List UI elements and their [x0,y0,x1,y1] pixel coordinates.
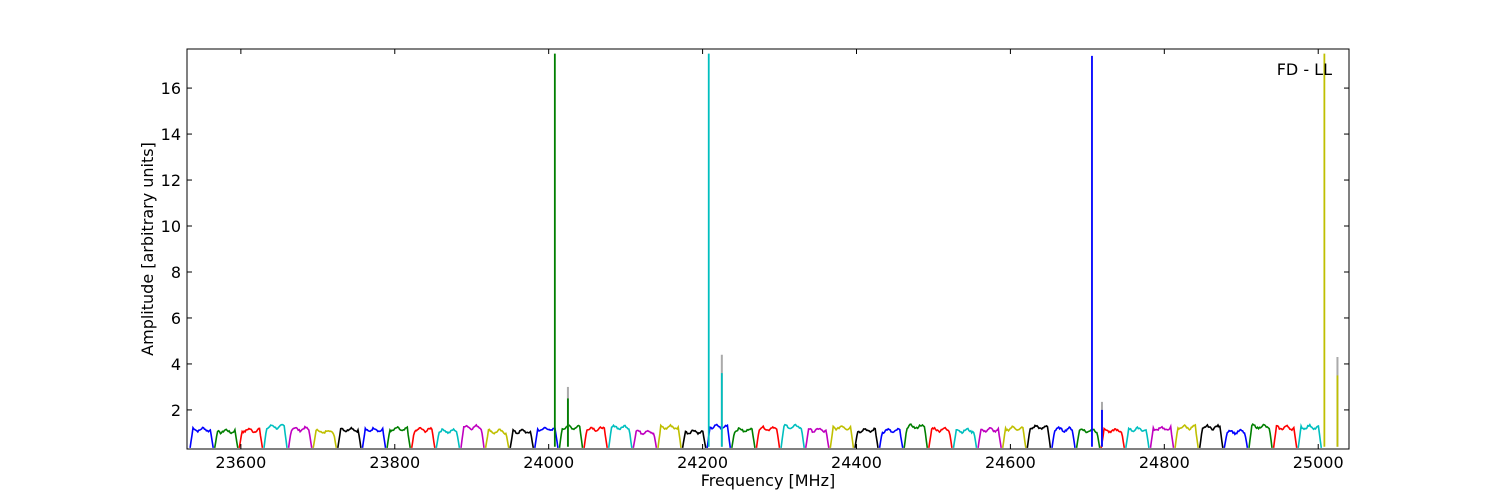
band-line [435,427,461,449]
band-line [1100,426,1126,449]
band-line [213,427,239,449]
spectrum-bands [189,423,1323,449]
band-line [928,426,953,449]
x-axis-label: Frequency [MHz] [701,471,835,490]
spectrum-spikes [553,53,1339,447]
band-line [1174,423,1199,449]
band-line [878,427,904,449]
y-axis-label: Amplitude [arbitrary units] [138,142,157,356]
band-line [731,427,756,449]
x-tick-label: 24000 [523,453,574,472]
x-axis-ticks: 23600 23800 24000 24200 24400 24600 24800 25000 [215,49,1344,472]
band-line [607,423,633,449]
band-line [386,425,411,449]
y-tick-label: 8 [171,263,181,282]
band-line [681,429,707,449]
band-line [238,427,264,449]
band-line [337,426,362,449]
band-line [410,426,436,449]
x-tick-label: 24200 [677,453,728,472]
y-tick-label: 4 [171,355,181,374]
band-line [583,426,608,449]
band-line [312,428,338,449]
band-line [1125,425,1150,449]
chart-annotation: FD - LL [1277,60,1332,79]
band-line [977,426,1002,449]
band-line [509,428,535,449]
band-line [952,427,978,449]
band-line [558,423,584,448]
y-tick-label: 16 [161,79,181,98]
band-line [1223,428,1249,449]
x-tick-label: 24400 [831,453,882,472]
x-tick-label: 23600 [215,453,266,472]
band-line [484,428,510,449]
x-tick-label: 24800 [1139,453,1190,472]
band-line [1272,424,1298,449]
band-line [1149,423,1175,449]
y-tick-label: 12 [161,171,181,190]
band-line [903,423,929,449]
y-axis-ticks: 2 4 6 8 10 12 14 16 [161,79,1349,420]
band-line [829,424,855,449]
band-line [657,423,682,448]
x-tick-label: 23800 [369,453,420,472]
band-line [1248,423,1273,448]
band-line [632,429,658,449]
band-line [460,423,485,448]
band-line [854,427,879,449]
band-line [1075,428,1101,449]
band-line [1051,425,1076,449]
band-line [706,423,732,449]
band-line [755,424,781,449]
x-tick-label: 25000 [1293,453,1344,472]
band-line [361,425,387,449]
band-line [1001,425,1027,449]
band-line [804,427,830,449]
y-tick-label: 10 [161,217,181,236]
band-line [1198,423,1224,449]
band-line [1297,423,1323,449]
y-tick-label: 2 [171,401,181,420]
band-line [189,425,214,449]
band-line [287,425,313,449]
band-line [1026,424,1052,449]
x-tick-label: 24600 [985,453,1036,472]
y-tick-label: 6 [171,309,181,328]
band-line [780,423,805,449]
plot-frame [186,48,1350,450]
band-line [263,423,288,448]
y-tick-label: 14 [161,125,181,144]
